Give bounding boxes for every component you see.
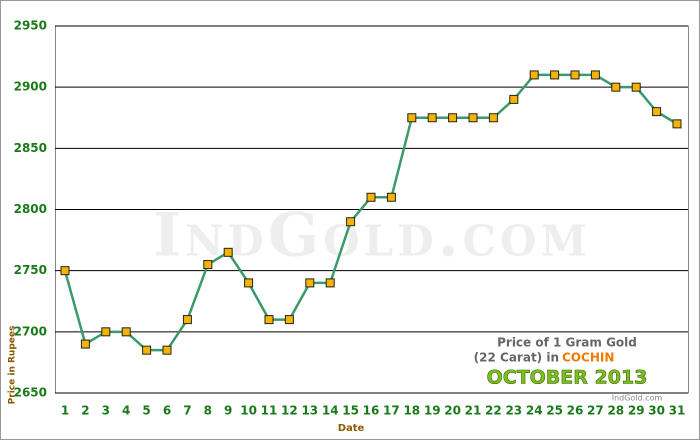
marker <box>468 113 478 123</box>
marker <box>509 94 519 104</box>
x-tick-label: 22 <box>485 404 502 418</box>
y-tick-label: 2750 <box>14 263 47 277</box>
x-tick-label: 11 <box>261 404 278 418</box>
marker <box>284 315 294 325</box>
marker <box>366 192 376 202</box>
x-tick-label: 6 <box>163 404 171 418</box>
x-tick-label: 19 <box>424 404 441 418</box>
x-tick-label: 21 <box>465 404 482 418</box>
x-tick-label: 3 <box>102 404 110 418</box>
marker <box>325 278 335 288</box>
x-tick-label: 24 <box>526 404 543 418</box>
marker <box>652 107 662 117</box>
annotation-line2: (22 Carat) in <box>474 351 559 365</box>
marker <box>182 315 192 325</box>
marker <box>142 345 152 355</box>
x-tick-label: 2 <box>81 404 89 418</box>
marker <box>244 278 254 288</box>
y-tick-label: 2900 <box>14 80 47 94</box>
x-tick-label: 30 <box>648 404 665 418</box>
x-tick-label: 9 <box>224 404 232 418</box>
marker <box>101 327 111 337</box>
marker <box>448 113 458 123</box>
y-tick-label: 2650 <box>14 386 47 400</box>
x-tick-label: 29 <box>628 404 645 418</box>
y-tick-label: 2800 <box>14 202 47 216</box>
marker <box>488 113 498 123</box>
x-tick-label: 27 <box>587 404 604 418</box>
x-tick-label: 10 <box>240 404 257 418</box>
y-tick-label: 2700 <box>14 324 47 338</box>
x-tick-label: 17 <box>383 404 400 418</box>
x-tick-label: 18 <box>403 404 420 418</box>
annotation-site: IndGold.com <box>612 394 663 403</box>
x-tick-label: 12 <box>281 404 298 418</box>
y-tick-label: 2850 <box>14 141 47 155</box>
x-tick-label: 25 <box>546 404 563 418</box>
x-tick-label: 23 <box>505 404 522 418</box>
marker <box>223 247 233 257</box>
marker <box>386 192 396 202</box>
annotation-month: OCTOBER 2013 <box>487 367 648 389</box>
marker <box>550 70 560 80</box>
x-tick-label: 8 <box>204 404 212 418</box>
x-tick-label: 14 <box>322 404 339 418</box>
marker <box>264 315 274 325</box>
x-tick-label: 5 <box>142 404 150 418</box>
marker <box>162 345 172 355</box>
x-tick-label: 28 <box>607 404 624 418</box>
marker <box>305 278 315 288</box>
marker <box>427 113 437 123</box>
x-tick-label: 4 <box>122 404 130 418</box>
annotation-line1: Price of 1 Gram Gold <box>497 336 637 350</box>
x-tick-label: 15 <box>342 404 359 418</box>
x-tick-label: 26 <box>567 404 584 418</box>
watermark: IndGold.com <box>153 201 591 271</box>
marker <box>611 82 621 92</box>
marker <box>346 217 356 227</box>
marker <box>570 70 580 80</box>
x-tick-label: 31 <box>669 404 686 418</box>
marker <box>407 113 417 123</box>
marker <box>121 327 131 337</box>
marker <box>203 260 213 270</box>
x-tick-label: 20 <box>444 404 461 418</box>
y-axis-label: Price in Rupees <box>8 326 18 405</box>
x-axis-label: Date <box>338 423 365 434</box>
marker <box>60 266 70 276</box>
marker <box>631 82 641 92</box>
x-tick-label: 7 <box>183 404 191 418</box>
marker <box>80 339 90 349</box>
x-tick-label: 13 <box>301 404 318 418</box>
marker <box>529 70 539 80</box>
marker <box>672 119 682 129</box>
y-tick-label: 2950 <box>14 19 47 33</box>
x-tick-label: 16 <box>363 404 380 418</box>
x-tick-label: 1 <box>61 404 69 418</box>
marker <box>590 70 600 80</box>
annotation-city: COCHIN <box>562 351 614 365</box>
